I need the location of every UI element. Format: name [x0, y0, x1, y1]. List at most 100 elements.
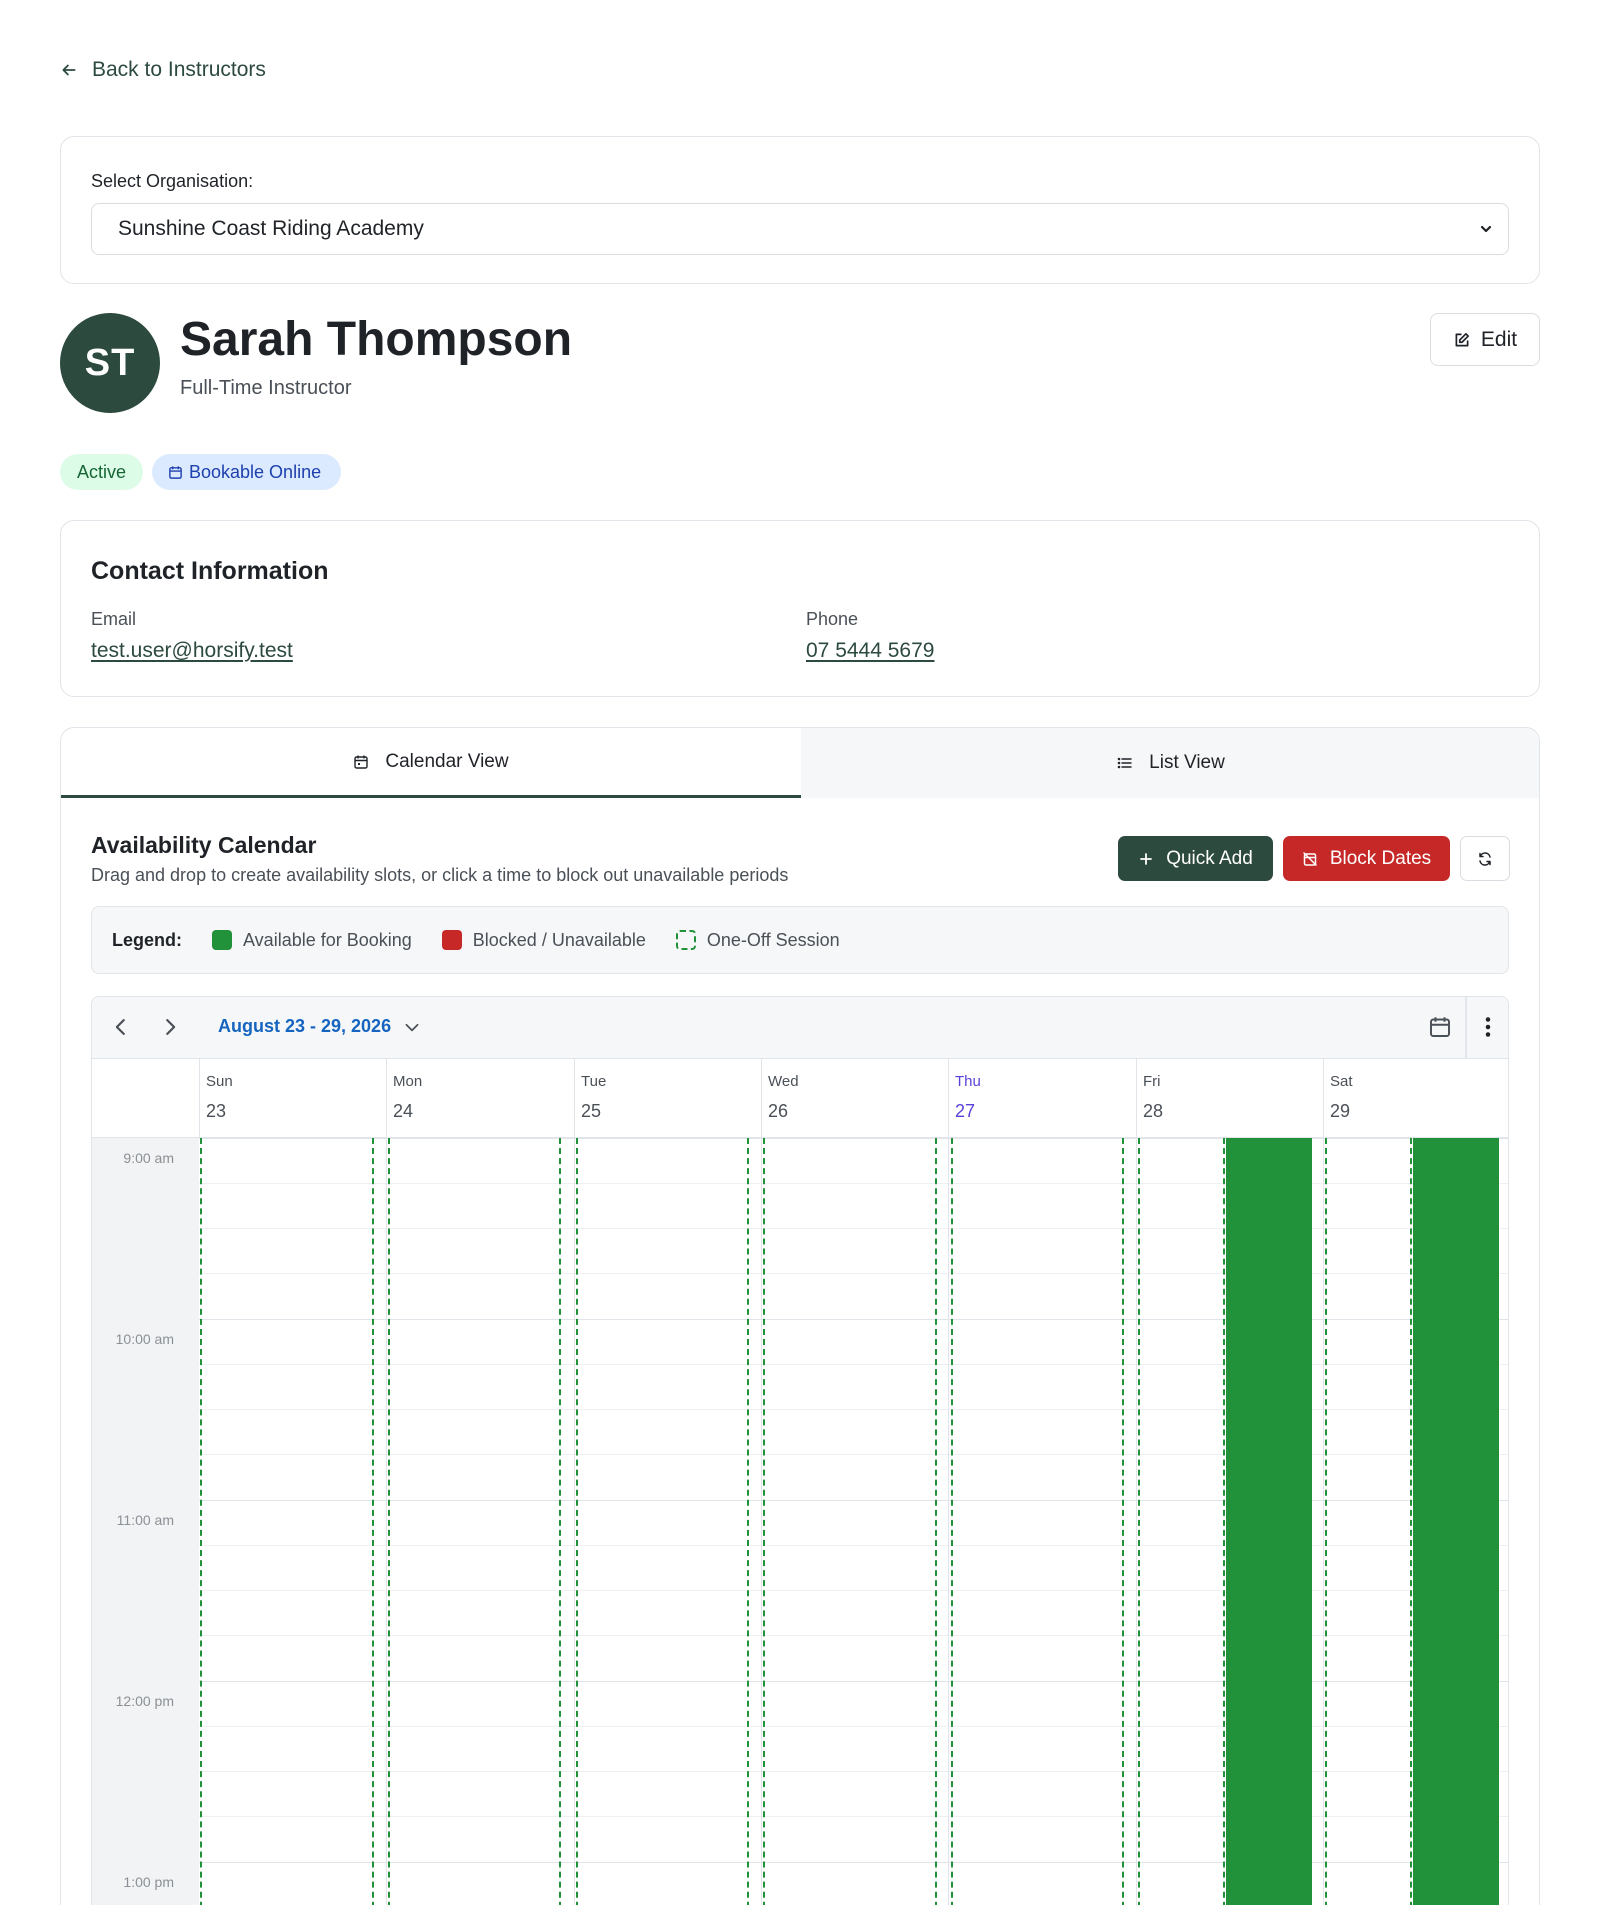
tab-calendar-label: Calendar View: [385, 750, 509, 772]
available-slot-sat[interactable]: [1413, 1138, 1499, 1905]
slot-line: [199, 1590, 1508, 1591]
phone-link[interactable]: 07 5444 5679: [806, 639, 935, 662]
available-swatch: [212, 930, 232, 950]
legend-item-available: Available for Booking: [212, 930, 412, 951]
plus-icon: [1140, 852, 1153, 865]
one-off-session-outline[interactable]: [1138, 1138, 1140, 1905]
refresh-button[interactable]: [1460, 836, 1510, 881]
one-off-session-outline[interactable]: [372, 1138, 374, 1905]
one-off-session-outline[interactable]: [763, 1138, 765, 1905]
calendar-icon: [354, 755, 369, 769]
time-label: 1:00 pm: [123, 1874, 174, 1890]
day-header-tue[interactable]: Tue 25: [574, 1059, 761, 1137]
day-column-divider: [761, 1138, 762, 1905]
day-number: 23: [206, 1101, 227, 1121]
day-header-sat[interactable]: Sat 29: [1323, 1059, 1508, 1137]
availability-subtitle: Drag and drop to create availability slo…: [91, 865, 789, 885]
day-number: 28: [1143, 1101, 1164, 1121]
one-off-session-outline[interactable]: [747, 1138, 749, 1905]
back-link-label: Back to Instructors: [92, 58, 266, 81]
day-column-divider: [574, 1138, 575, 1905]
legend: Legend: Available for Booking Blocked / …: [91, 906, 1509, 974]
chevron-right-icon[interactable]: [159, 1016, 181, 1038]
legend-item-blocked: Blocked / Unavailable: [441, 929, 646, 951]
quick-add-label: Quick Add: [1166, 847, 1253, 869]
bookable-badge: Bookable Online: [152, 454, 341, 490]
one-off-session-outline[interactable]: [1223, 1138, 1225, 1905]
organisation-select[interactable]: Sunshine Coast Riding Academy: [91, 203, 1509, 255]
one-off-session-outline[interactable]: [1122, 1138, 1124, 1905]
time-label: 10:00 am: [115, 1331, 174, 1347]
day-number: 24: [393, 1101, 414, 1121]
day-column-divider: [1323, 1138, 1324, 1905]
email-link[interactable]: test.user@horsify.test: [91, 639, 293, 662]
legend-available-label: Available for Booking: [243, 929, 412, 950]
day-number: 25: [581, 1101, 602, 1121]
calendar-toolbar: August 23 - 29, 2026: [92, 997, 1508, 1059]
header-divider: [92, 1137, 1508, 1139]
date-range-picker[interactable]: August 23 - 29, 2026: [218, 1016, 421, 1037]
calendar-icon: [169, 465, 182, 479]
day-number: 26: [768, 1101, 789, 1121]
one-off-session-outline[interactable]: [951, 1138, 953, 1905]
day-header-fri[interactable]: Fri 28: [1136, 1059, 1323, 1137]
back-to-instructors-link[interactable]: Back to Instructors: [60, 58, 266, 82]
chevron-down-icon: [1480, 225, 1492, 233]
day-name: Fri: [1143, 1073, 1161, 1090]
slot-line: [199, 1545, 1508, 1546]
time-gutter: [92, 1138, 199, 1905]
one-off-session-outline[interactable]: [1325, 1138, 1327, 1905]
avatar: ST: [60, 313, 160, 413]
one-off-swatch: [675, 930, 696, 950]
day-header-wed[interactable]: Wed 26: [761, 1059, 948, 1137]
slot-line: [199, 1771, 1508, 1772]
slot-line: [199, 1409, 1508, 1410]
day-header-mon[interactable]: Mon 24: [386, 1059, 574, 1137]
bookable-badge-label: Bookable Online: [189, 461, 322, 482]
slot-line: [199, 1635, 1508, 1636]
hour-line: [199, 1862, 1508, 1863]
slot-line: [199, 1273, 1508, 1274]
one-off-session-outline[interactable]: [559, 1138, 561, 1905]
instructor-role: Full-Time Instructor: [180, 377, 352, 399]
one-off-session-outline[interactable]: [388, 1138, 390, 1905]
day-header-thu[interactable]: Thu 27: [948, 1059, 1136, 1137]
one-off-session-outline[interactable]: [935, 1138, 937, 1905]
list-icon: [1117, 757, 1132, 769]
status-badge: Active: [60, 454, 143, 490]
day-column-divider: [386, 1138, 387, 1905]
slot-line: [199, 1183, 1508, 1184]
legend-one-off-label: One-Off Session: [706, 929, 840, 950]
more-vertical-icon[interactable]: [1476, 1015, 1500, 1039]
legend-blocked-label: Blocked / Unavailable: [472, 929, 646, 950]
day-name: Thu: [955, 1073, 981, 1090]
day-header-sun[interactable]: Sun 23: [199, 1059, 386, 1137]
availability-title: Availability Calendar: [91, 832, 317, 858]
legend-label: Legend:: [112, 929, 182, 950]
block-dates-button[interactable]: Block Dates: [1283, 836, 1450, 881]
day-number: 27: [955, 1101, 976, 1121]
hour-line: [199, 1319, 1508, 1320]
slot-line: [199, 1364, 1508, 1365]
tab-calendar-view[interactable]: Calendar View: [61, 728, 801, 798]
blocked-swatch: [441, 930, 462, 950]
time-label: 9:00 am: [123, 1150, 174, 1166]
one-off-session-outline[interactable]: [200, 1138, 202, 1905]
edit-button[interactable]: Edit: [1430, 313, 1540, 366]
slot-line: [199, 1454, 1508, 1455]
tab-list-view[interactable]: List View: [801, 728, 1539, 798]
quick-add-button[interactable]: Quick Add: [1118, 836, 1273, 881]
one-off-session-outline[interactable]: [1410, 1138, 1412, 1905]
date-range-label: August 23 - 29, 2026: [218, 1016, 392, 1036]
calendar-icon[interactable]: [1428, 1015, 1452, 1039]
day-name: Tue: [581, 1073, 607, 1090]
chevron-left-icon[interactable]: [110, 1016, 132, 1038]
tab-list-label: List View: [1149, 752, 1225, 773]
contact-card: Contact Information Email test.user@hors…: [60, 520, 1540, 697]
one-off-session-outline[interactable]: [576, 1138, 578, 1905]
block-dates-label: Block Dates: [1329, 847, 1432, 869]
available-slot-fri[interactable]: [1226, 1138, 1312, 1905]
day-name: Sun: [206, 1073, 233, 1090]
legend-item-one-off: One-Off Session: [675, 929, 840, 951]
day-name: Sat: [1330, 1073, 1353, 1090]
